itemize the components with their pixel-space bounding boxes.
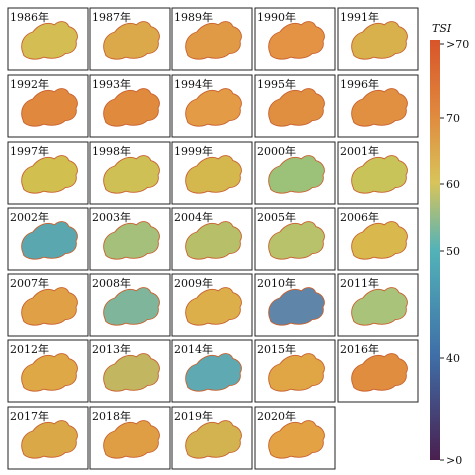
colorbar-title: TSI xyxy=(432,22,452,35)
colorbar-tick-label: 70 xyxy=(446,112,460,125)
panel-label: 1999年 xyxy=(174,144,213,158)
panel-label: 1989年 xyxy=(174,10,213,24)
panel-label: 2019年 xyxy=(174,409,213,423)
colorbar xyxy=(430,40,440,460)
panel-label: 2003年 xyxy=(92,210,131,224)
colorbar-tick-label: 60 xyxy=(446,178,460,191)
panel-label: 1998年 xyxy=(92,144,131,158)
panel-label: 2015年 xyxy=(257,342,296,356)
panel-label: 2012年 xyxy=(10,342,49,356)
panel-label: 2000年 xyxy=(257,144,296,158)
panel-label: 2014年 xyxy=(174,342,213,356)
panel-label: 1991年 xyxy=(340,10,379,24)
colorbar-tick-label: >0 xyxy=(446,454,462,467)
panel-label: 2013年 xyxy=(92,342,131,356)
panel-label: 2020年 xyxy=(257,409,296,423)
panel-label: 1990年 xyxy=(257,10,296,24)
panel-label: 2011年 xyxy=(340,276,379,290)
panel-label: 1995年 xyxy=(257,77,296,91)
panel-label: 1993年 xyxy=(92,77,131,91)
panel-label: 2018年 xyxy=(92,409,131,423)
panel-label: 1997年 xyxy=(10,144,49,158)
panel-label: 2006年 xyxy=(340,210,379,224)
panel-label: 2002年 xyxy=(10,210,49,224)
panel-label: 2009年 xyxy=(174,276,213,290)
panel-label: 2007年 xyxy=(10,276,49,290)
panel-label: 2004年 xyxy=(174,210,213,224)
colorbar-tick-label: 40 xyxy=(446,352,460,365)
panel-label: 1994年 xyxy=(174,77,213,91)
colorbar-tick-label: >70 xyxy=(446,38,469,51)
panel-label: 1987年 xyxy=(92,10,131,24)
panel-label: 2016年 xyxy=(340,342,379,356)
panel-label: 2008年 xyxy=(92,276,131,290)
panel-label: 1992年 xyxy=(10,77,49,91)
panel-label: 1996年 xyxy=(340,77,379,91)
panel-label: 2017年 xyxy=(10,409,49,423)
panel-label: 1986年 xyxy=(10,10,49,24)
panel-label: 2001年 xyxy=(340,144,379,158)
panel-label: 2010年 xyxy=(257,276,296,290)
panel-label: 2005年 xyxy=(257,210,296,224)
colorbar-tick-label: 50 xyxy=(446,245,460,258)
